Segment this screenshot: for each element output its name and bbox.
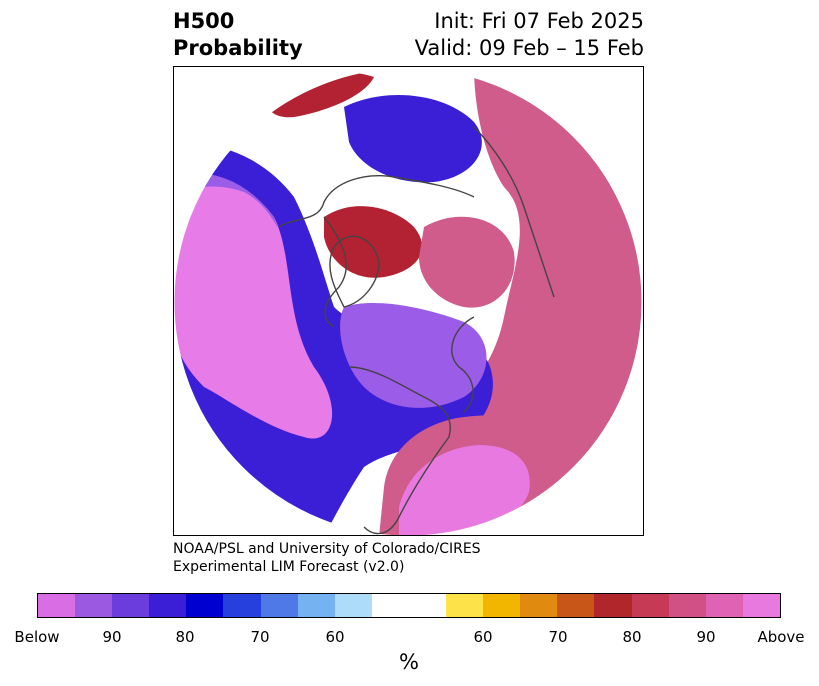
below-anomaly-region-north — [344, 95, 482, 183]
colorbar-tick-label: 80 — [175, 628, 195, 646]
colorbar-tick-label: 90 — [102, 628, 122, 646]
colorbar-segment — [408, 594, 447, 617]
above-strong-region-south — [399, 445, 530, 535]
colorbar-segment — [705, 594, 743, 617]
colorbar-segment — [112, 594, 150, 617]
colorbar-segment — [75, 594, 113, 617]
colorbar-segment — [297, 594, 335, 617]
init-date-label: Init: Fri 07 Feb 2025 — [434, 9, 644, 33]
colorbar-segment — [38, 594, 76, 617]
below-strong-region-west — [174, 173, 333, 439]
colorbar-tick-label: 60 — [473, 628, 493, 646]
colorbar-segment — [520, 594, 558, 617]
colorbar-segment — [668, 594, 706, 617]
coastline-asia — [473, 126, 555, 298]
coastline-greenland — [329, 235, 380, 308]
colorbar-tick-label: 80 — [622, 628, 642, 646]
above-anomaly-region-northeast — [419, 216, 515, 308]
colorbar-segment — [742, 594, 780, 617]
credit-line-1: NOAA/PSL and University of Colorado/CIRE… — [173, 541, 481, 557]
colorbar-unit-label: % — [399, 650, 419, 674]
colorbar-tick-label: Below — [14, 628, 60, 646]
valid-period-label: Valid: 09 Feb – 15 Feb — [414, 36, 644, 60]
colorbar-segment — [260, 594, 298, 617]
colorbar-tick-label: Above — [757, 628, 805, 646]
map-title-type: Probability — [173, 36, 303, 60]
coastlines — [278, 126, 555, 535]
credit-line-2: Experimental LIM Forecast (v2.0) — [173, 559, 405, 575]
above-anomaly-region-north — [324, 206, 423, 278]
map-panel — [173, 66, 644, 536]
coastline-north-america — [348, 366, 451, 535]
colorbar-segment — [223, 594, 261, 617]
colorbar-tick-label: 70 — [548, 628, 568, 646]
colorbar-segment — [149, 594, 187, 617]
colorbar-tick-label: 60 — [325, 628, 345, 646]
colorbar-segment — [594, 594, 632, 617]
probability-field — [174, 68, 642, 535]
map-title-variable: H500 — [173, 9, 235, 33]
colorbar-segment — [334, 594, 372, 617]
colorbar — [37, 593, 781, 618]
colorbar-segment — [483, 594, 521, 617]
colorbar-segment — [631, 594, 669, 617]
colorbar-segment — [186, 594, 224, 617]
coastline-alaska — [451, 316, 475, 413]
colorbar-segment — [446, 594, 484, 617]
below-anomaly-region-center — [340, 302, 487, 408]
colorbar-segment — [557, 594, 595, 617]
colorbar-tick-label: 70 — [250, 628, 270, 646]
probability-map — [174, 67, 643, 535]
coastline-eurasia — [278, 175, 475, 228]
coastline-europe — [323, 216, 347, 328]
colorbar-tick-label: 90 — [696, 628, 716, 646]
colorbar-segment — [371, 594, 409, 617]
